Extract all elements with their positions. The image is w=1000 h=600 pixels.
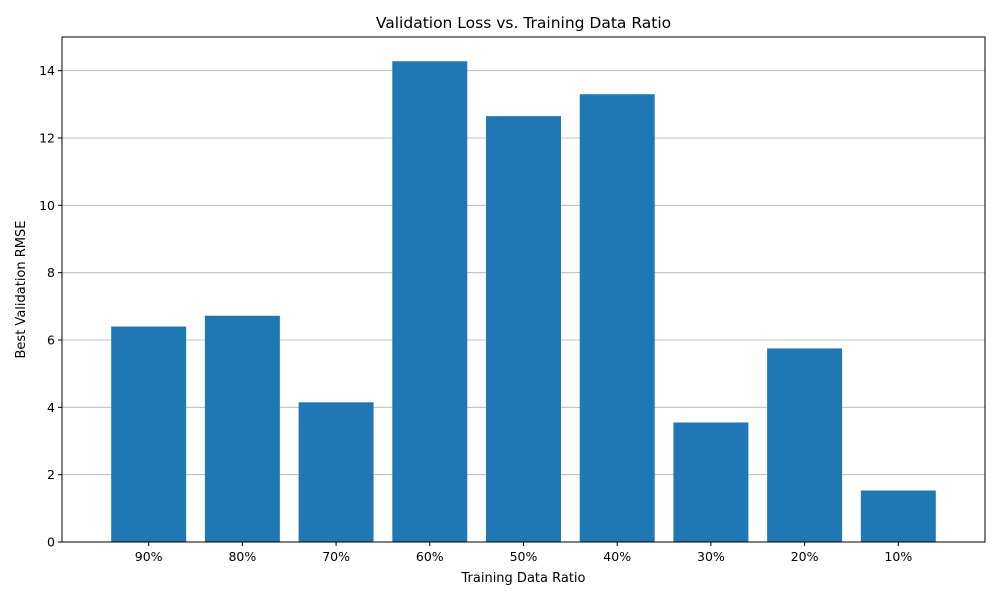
x-tick-label: 80%: [228, 549, 256, 564]
x-tick-label: 50%: [510, 549, 538, 564]
y-tick-label: 2: [47, 467, 55, 482]
x-tick-label: 70%: [322, 549, 350, 564]
chart-title: Validation Loss vs. Training Data Ratio: [376, 14, 671, 32]
y-tick-label: 6: [47, 333, 55, 348]
y-tick-label: 14: [39, 63, 55, 78]
x-tick-label: 60%: [416, 549, 444, 564]
x-tick-label: 30%: [697, 549, 725, 564]
y-axis-ticks: 0 2 4 6 8 10 12 14: [39, 63, 62, 550]
bar-50pct: [486, 116, 561, 542]
bar-90pct: [111, 326, 187, 542]
bars: [111, 61, 936, 543]
bar-80pct: [204, 315, 280, 542]
y-tick-label: 10: [39, 198, 55, 213]
x-tick-label: 40%: [603, 549, 631, 564]
x-tick-label: 20%: [791, 549, 819, 564]
y-tick-label: 8: [47, 265, 55, 280]
y-tick-label: 4: [47, 400, 55, 415]
x-axis-ticks: 90% 80% 70% 60% 50% 40% 30% 20% 10%: [135, 542, 912, 564]
bar-10pct: [860, 490, 936, 542]
y-tick-label: 12: [39, 131, 55, 146]
x-tick-label: 90%: [135, 549, 163, 564]
y-axis-title: Best Validation RMSE: [14, 221, 29, 359]
bar-20pct: [767, 348, 843, 542]
x-axis-title: Training Data Ratio: [461, 571, 586, 586]
bar-70pct: [298, 402, 374, 542]
bar-30pct: [673, 422, 749, 542]
y-tick-label: 0: [47, 535, 55, 550]
bar-40pct: [579, 94, 655, 542]
x-tick-label: 10%: [884, 549, 912, 564]
bar-60pct: [392, 61, 468, 543]
